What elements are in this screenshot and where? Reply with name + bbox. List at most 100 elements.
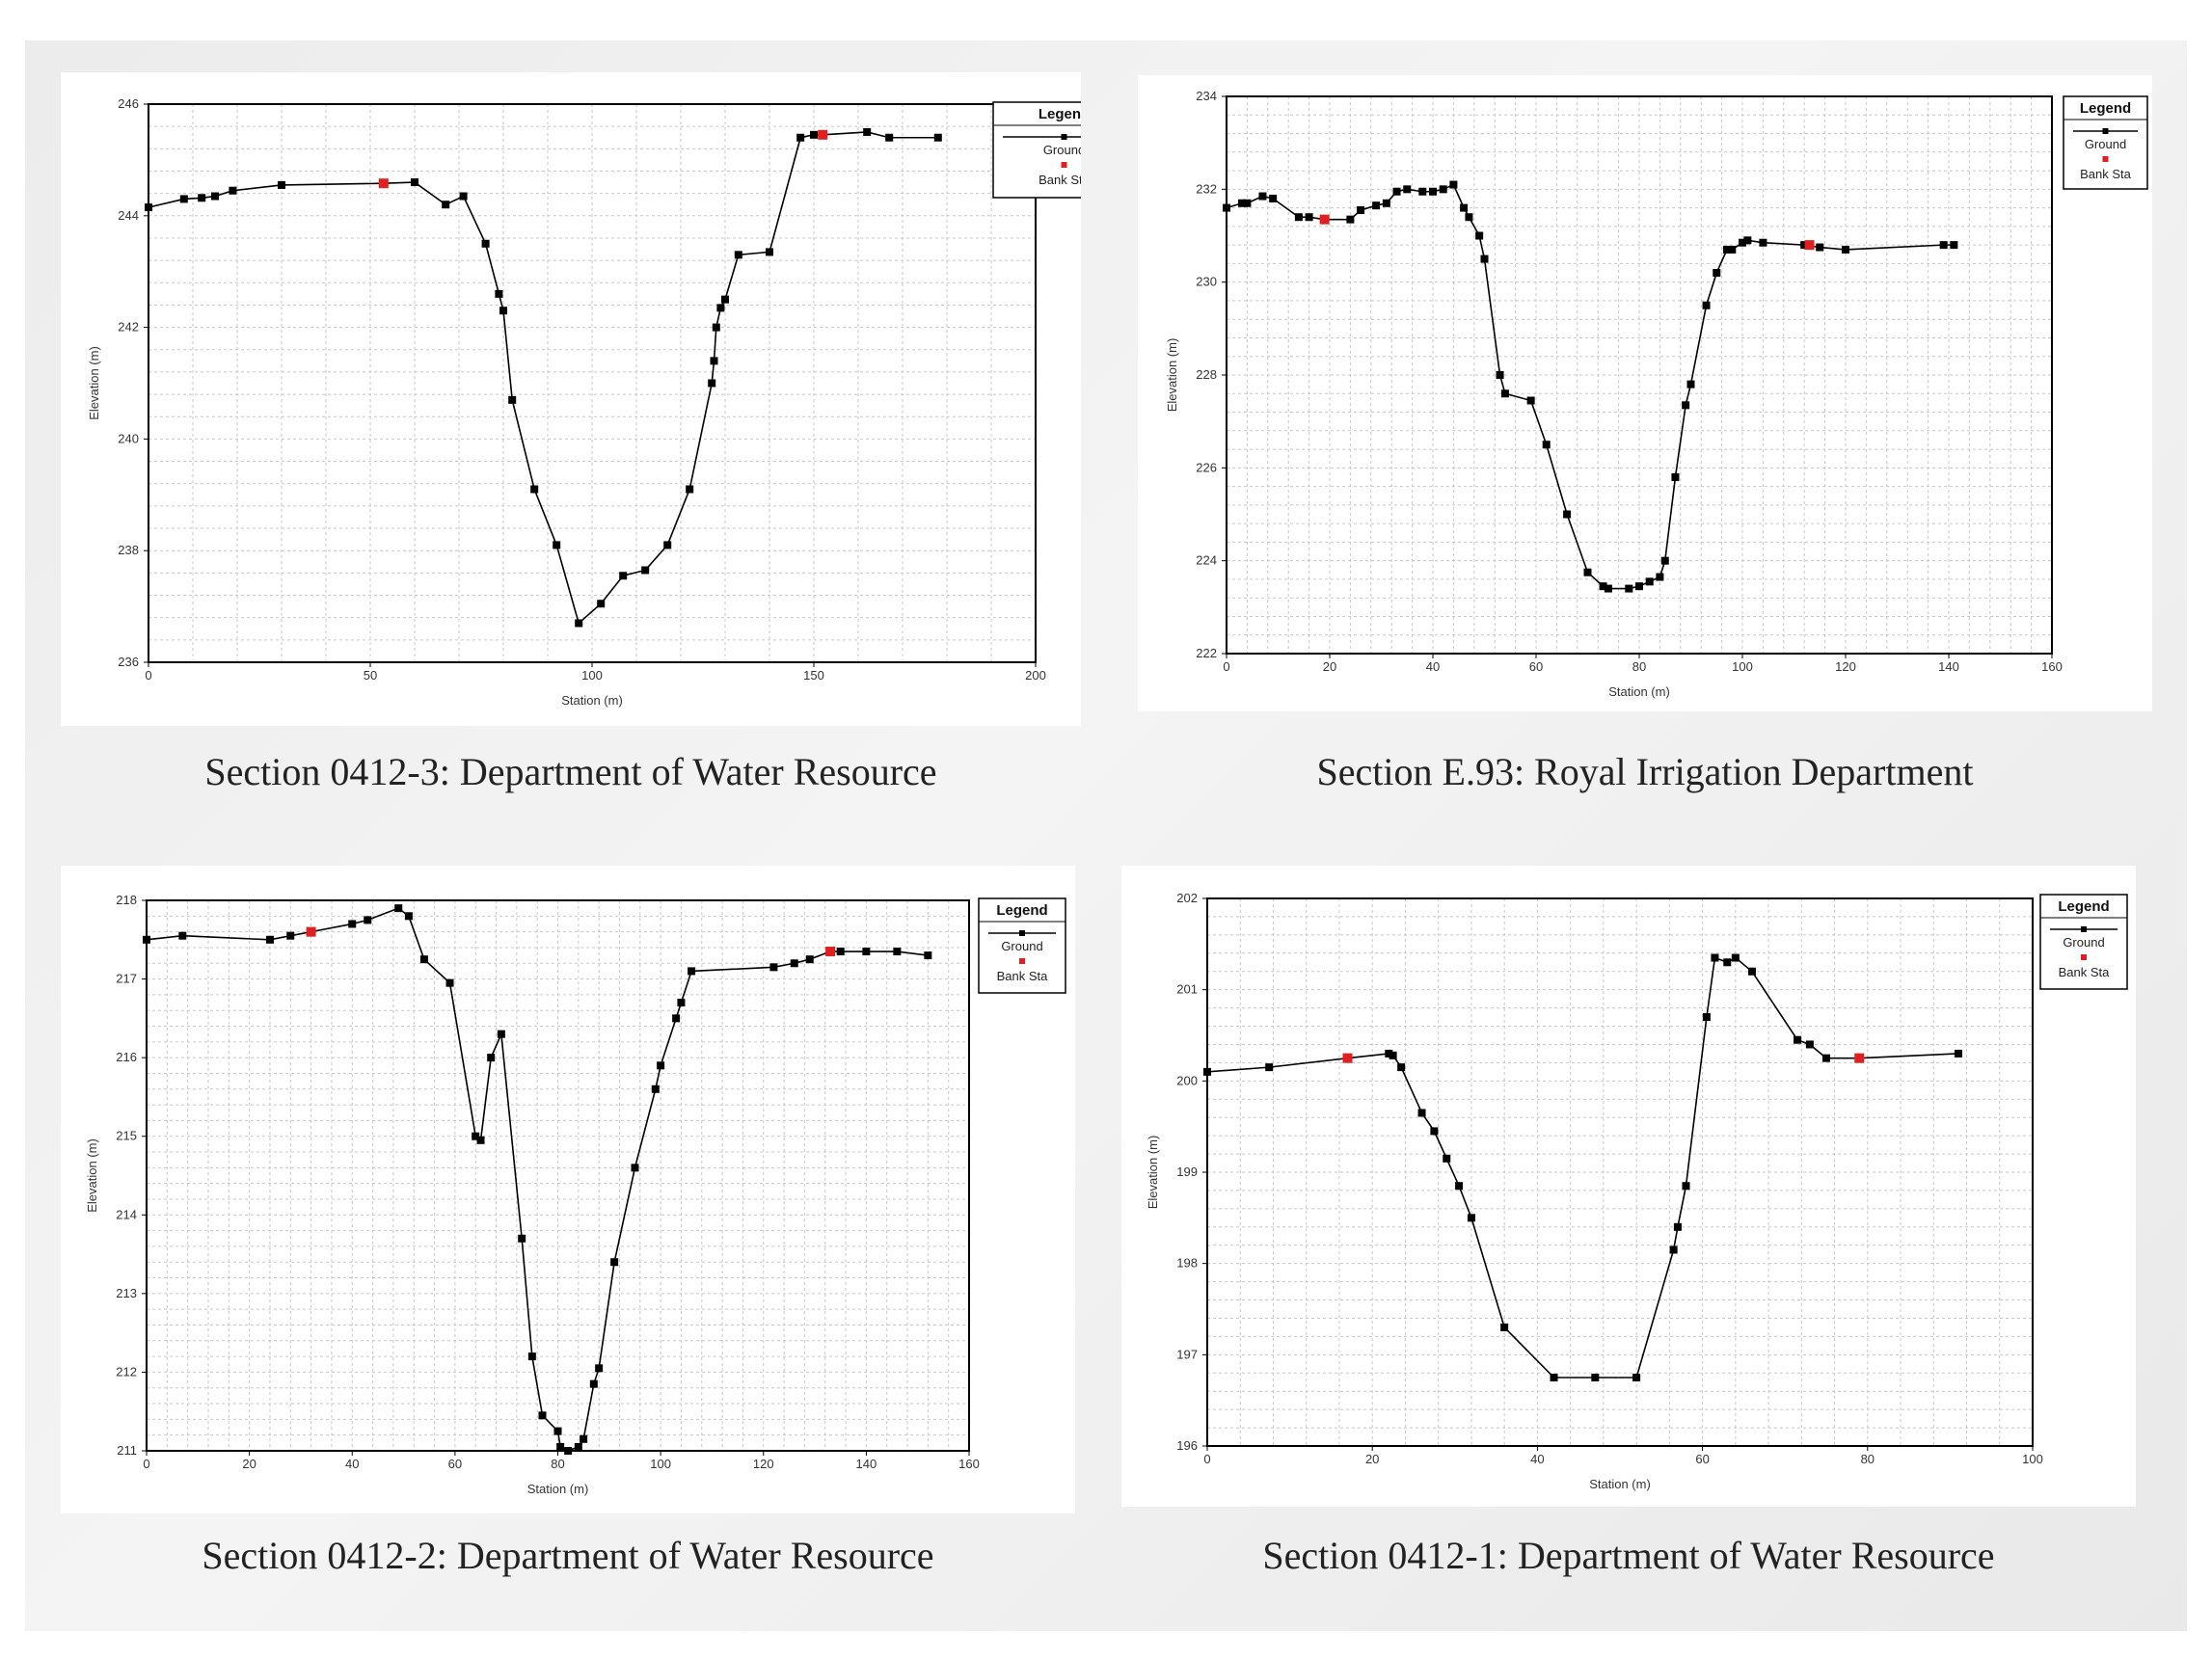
ground-point [1805, 1040, 1814, 1049]
legend-ground-label: Ground [2085, 137, 2126, 151]
x-tick-label: 0 [145, 668, 151, 683]
ground-point [143, 935, 150, 944]
x-tick-label: 120 [753, 1457, 774, 1471]
y-tick-label: 212 [116, 1364, 137, 1379]
ground-point [686, 485, 694, 494]
legend-bank-label: Bank Sta [1039, 173, 1081, 187]
y-tick-label: 224 [1196, 553, 1217, 568]
y-tick-label: 199 [1176, 1165, 1198, 1179]
ground-point [1203, 1067, 1211, 1076]
x-tick-label: 40 [1426, 659, 1440, 674]
bank-station-point [1854, 1053, 1865, 1063]
legend-box [992, 101, 1081, 199]
legend-box [2039, 894, 2128, 990]
ground-point [1800, 241, 1809, 250]
y-axis-label: Elevation (m) [1165, 338, 1179, 413]
legend-bank-marker [2102, 156, 2109, 162]
ground-point [1500, 389, 1509, 398]
ground-point [1500, 1323, 1509, 1331]
ground-point [1660, 556, 1669, 565]
x-tick-label: 140 [1938, 659, 1959, 674]
ground-point [1702, 1013, 1711, 1022]
ground-point [597, 600, 606, 608]
ground-point [1682, 401, 1690, 410]
y-tick-label: 230 [1196, 275, 1217, 289]
ground-point [538, 1411, 547, 1420]
ground-point [805, 955, 814, 964]
ground-point [1842, 245, 1849, 254]
ground-point [734, 251, 742, 259]
ground-point [885, 133, 894, 142]
ground-point [1475, 231, 1484, 240]
bank-station-point [818, 129, 828, 140]
ground-point [1713, 269, 1721, 278]
x-axis-label: Station (m) [561, 693, 623, 708]
legend-ground-label: Ground [1001, 939, 1042, 953]
x-tick-label: 60 [448, 1457, 462, 1471]
ground-point [564, 1447, 573, 1455]
ground-point [1460, 203, 1469, 212]
ground-point [394, 904, 403, 913]
caption-e93: Section E.93: Royal Irrigation Departmen… [1316, 750, 1974, 793]
ground-point [404, 912, 413, 921]
caption-0412-1: Section 0412-1: Department of Water Reso… [1262, 1534, 1995, 1577]
bank-station-point [1319, 214, 1330, 225]
ground-point [1702, 301, 1711, 309]
chart-panel-0412-1: 0 20 40 60 80 100 196 197 198 199 200 201 202 Station… [1121, 866, 2136, 1507]
ground-point [419, 955, 428, 964]
ground-point [595, 1364, 604, 1373]
legend-ground-marker [2081, 926, 2087, 932]
ground-point [1392, 187, 1401, 196]
x-tick-label: 140 [856, 1457, 877, 1471]
x-tick-label: 20 [1323, 659, 1336, 674]
ground-point [1950, 241, 1958, 250]
ground-point [1389, 1051, 1397, 1059]
ground-point [1526, 396, 1535, 405]
ground-point [1635, 582, 1643, 591]
y-tick-label: 240 [118, 431, 139, 445]
ground-point [495, 289, 503, 298]
ground-point [688, 967, 696, 976]
x-tick-label: 0 [1203, 1452, 1210, 1466]
ground-point [580, 1434, 588, 1443]
ground-point [1954, 1049, 1962, 1058]
ground-point [657, 1061, 665, 1070]
ground-point [1429, 187, 1437, 196]
ground-point [1673, 1222, 1682, 1231]
y-tick-label: 214 [116, 1207, 137, 1221]
ground-point [1711, 953, 1719, 962]
ground-point [1583, 568, 1592, 576]
ground-point [553, 1427, 562, 1435]
y-tick-label: 236 [118, 655, 139, 669]
ground-point [476, 1136, 485, 1144]
ground-point [497, 1030, 505, 1038]
ground-point [1243, 199, 1252, 207]
y-tick-label: 218 [116, 893, 137, 907]
ground-line [148, 131, 938, 625]
ground-point [1294, 213, 1303, 222]
chart-svg: 0 20 40 60 80 100 196 197 198 199 200 201 202 Station… [1146, 891, 2128, 1491]
ground-point [1465, 213, 1473, 222]
ground-point [766, 248, 773, 256]
ground-point [499, 307, 507, 315]
y-tick-label: 238 [118, 543, 139, 557]
x-tick-label: 100 [1732, 659, 1753, 674]
chart-panel-0412-3: 0 50 100 150 200 236 238 240 242 244 246 Station (m… [61, 72, 1081, 726]
ground-point [364, 916, 372, 924]
ground-point [278, 180, 285, 189]
legend-box [978, 897, 1066, 994]
ground-point [1382, 199, 1390, 207]
y-tick-label: 211 [117, 1443, 137, 1458]
y-tick-label: 222 [1196, 646, 1217, 660]
ground-point [1496, 371, 1504, 379]
ground-point [619, 572, 628, 580]
ground-point [641, 566, 650, 575]
ground-point [1418, 187, 1427, 196]
x-tick-label: 80 [1632, 659, 1646, 674]
ground-point [1604, 584, 1612, 593]
ground-point [716, 304, 725, 312]
legend-bank-label: Bank Sta [2059, 965, 2111, 979]
ground-point [1794, 1035, 1802, 1044]
legend-bank-marker [1061, 162, 1067, 168]
y-tick-label: 242 [118, 320, 139, 335]
